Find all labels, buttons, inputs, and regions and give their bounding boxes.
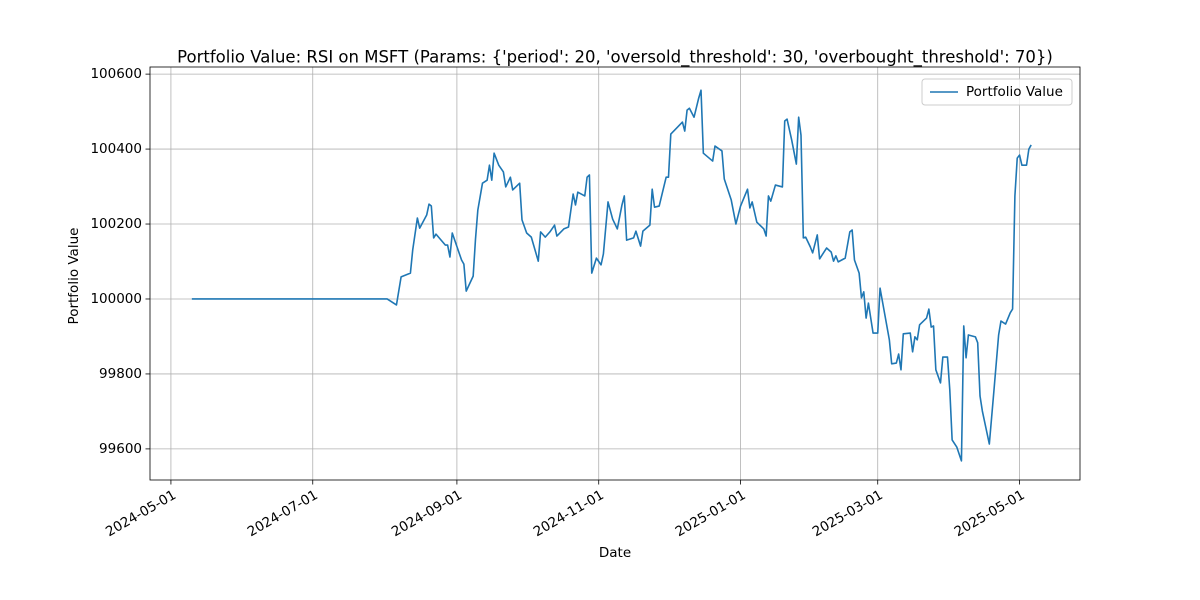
y-tick-label: 100600 — [90, 66, 142, 82]
x-axis-label: Date — [599, 545, 631, 561]
y-tick-label: 100400 — [90, 141, 142, 157]
plot-frame — [149, 66, 1081, 481]
legend-label: Portfolio Value — [966, 84, 1063, 100]
y-tick-label: 99600 — [99, 441, 142, 457]
y-tick-label: 100200 — [90, 216, 142, 232]
data-line — [191, 89, 1032, 462]
y-axis-label: Portfolio Value — [66, 228, 82, 325]
y-tick-label: 99800 — [99, 366, 142, 382]
legend-box — [921, 78, 1073, 106]
chart-title: Portfolio Value: RSI on MSFT (Params: {'… — [177, 48, 1053, 68]
y-tick-label: 100000 — [90, 291, 142, 307]
legend: Portfolio Value — [921, 78, 1073, 106]
